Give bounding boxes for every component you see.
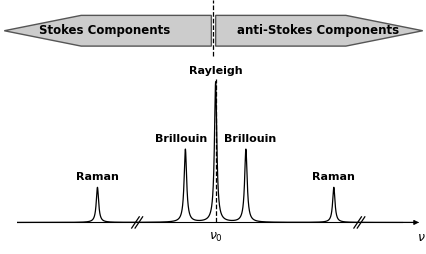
- Polygon shape: [4, 15, 211, 46]
- Text: anti-Stokes Components: anti-Stokes Components: [236, 24, 398, 37]
- Text: $\nu_0$: $\nu_0$: [208, 231, 222, 244]
- Polygon shape: [215, 15, 422, 46]
- Text: Raman: Raman: [312, 172, 354, 182]
- Text: $\nu$: $\nu$: [417, 231, 425, 244]
- Text: Rayleigh: Rayleigh: [188, 66, 242, 76]
- Text: Raman: Raman: [76, 172, 118, 182]
- Text: Brillouin: Brillouin: [224, 134, 276, 144]
- Text: Stokes Components: Stokes Components: [39, 24, 170, 37]
- Text: Brillouin: Brillouin: [154, 134, 206, 144]
